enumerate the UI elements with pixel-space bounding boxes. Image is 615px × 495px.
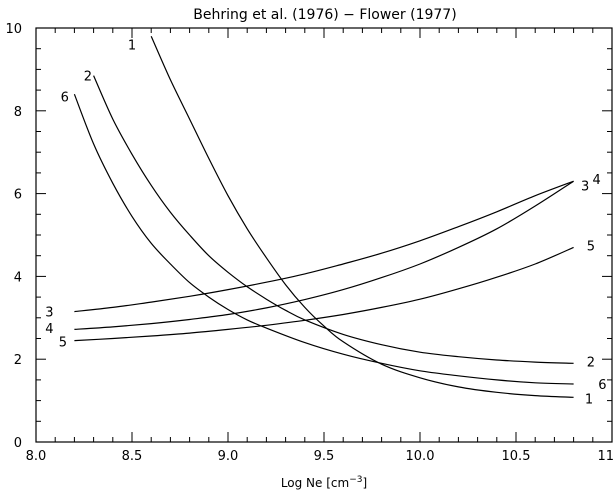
curve-label-2-start: 2 [84, 70, 92, 85]
plot-frame [35, 27, 613, 443]
series-5-line [74, 246, 574, 342]
curve-label-5-start: 5 [59, 335, 67, 350]
curve-label-4-start: 4 [45, 322, 53, 337]
curve-label-2-end: 2 [587, 355, 595, 370]
series-6-line [73, 93, 574, 385]
curve-label-1-end: 1 [585, 393, 593, 408]
x-tick-label: 10.0 [406, 449, 435, 464]
curve-label-3-end: 3 [581, 179, 589, 194]
curve-label-6-start: 6 [61, 90, 69, 105]
x-tick-label: 9.5 [314, 449, 335, 464]
series-group [73, 36, 574, 398]
x-tick-label: 8.5 [122, 449, 143, 464]
series-4-line [74, 180, 574, 330]
y-tick-label: 8 [14, 105, 22, 120]
x-tick-label: 11.0 [598, 449, 615, 464]
x-tick-label: 9.0 [218, 449, 239, 464]
series-2-line [93, 75, 574, 364]
chart-title: Behring et al. (1976) − Flower (1977) [193, 7, 456, 23]
x-axis-title: Log Ne [cm−3] [281, 475, 367, 490]
x-tick-label: 8.0 [26, 449, 47, 464]
x-tick-label: 10.5 [502, 449, 531, 464]
curve-label-6-end: 6 [598, 378, 606, 393]
series-3-line [74, 180, 574, 313]
y-tick-label: 2 [14, 353, 22, 368]
curve-label-4-end: 4 [592, 173, 600, 188]
axis-ticks: 8.0 8.5 9.0 9.5 10.0 10.5 11.0 0 2 4 6 8 10 [5, 22, 615, 464]
y-tick-label: 6 [14, 188, 22, 203]
curve-label-1-start: 1 [128, 39, 136, 54]
curve-label-3-start: 3 [45, 306, 53, 321]
curve-label-5-end: 5 [587, 239, 595, 254]
y-tick-label: 10 [5, 22, 22, 37]
y-tick-label: 4 [14, 270, 22, 285]
series-1-line [150, 36, 574, 398]
y-tick-label: 0 [14, 436, 22, 451]
